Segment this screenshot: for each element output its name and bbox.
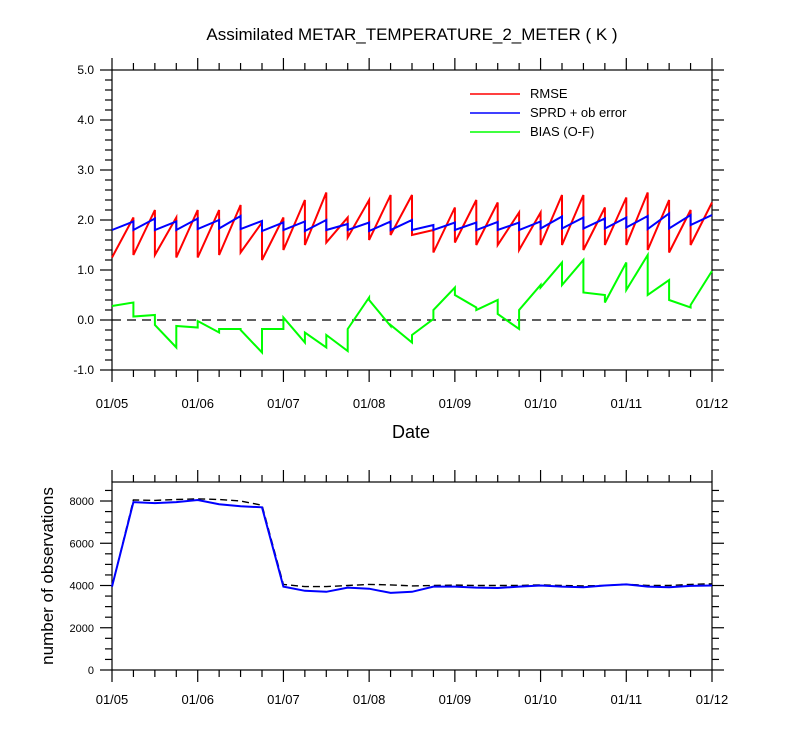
bottom-x-tick-label: 01/05	[96, 692, 129, 707]
top-x-tick-label: 01/11	[610, 396, 642, 411]
legend: RMSE SPRD + ob error BIAS (O-F)	[470, 86, 627, 139]
bottom-series-assimilated-observations	[111, 498, 713, 594]
top-chart-plot: 01/05 01/06 01/07 01/08 01/09 01/10 01/11 01/12…	[73, 58, 728, 411]
bottom-x-tick-label: 01/09	[439, 692, 472, 707]
top-x-tick-label: 01/10	[524, 396, 557, 411]
top-y-tick-label: 0.0	[77, 313, 94, 327]
top-x-tick-label: 01/08	[353, 396, 386, 411]
bottom-plot-frame	[111, 481, 713, 671]
top-y-tick-label: 3.0	[77, 163, 94, 177]
x-axis-label: Date	[392, 422, 430, 442]
bottom-x-tick-label: 01/07	[267, 692, 300, 707]
bottom-y-tick-label: 6000	[70, 538, 94, 550]
legend-sprd-label: SPRD + ob error	[530, 105, 627, 120]
bottom-x-tick-label: 01/06	[181, 692, 214, 707]
top-series-sprd-ob-error	[111, 211, 713, 233]
top-x-tick-label: 01/07	[267, 396, 300, 411]
bottom-y-axis-label: number of observations	[38, 487, 57, 665]
top-series-rmse	[111, 192, 713, 261]
bottom-x-tick-label: 01/08	[353, 692, 386, 707]
bottom-x-tick-label: 01/11	[610, 692, 642, 707]
top-x-tick-label: 01/05	[96, 396, 129, 411]
legend-rmse-label: RMSE	[530, 86, 568, 101]
bottom-y-tick-label: 0	[88, 665, 94, 677]
legend-bias-label: BIAS (O-F)	[530, 124, 594, 139]
top-y-tick-label: 5.0	[77, 63, 94, 77]
top-y-tick-label: 2.0	[77, 213, 94, 227]
bottom-y-tick-label: 4000	[70, 581, 94, 593]
top-x-tick-label: 01/12	[696, 396, 729, 411]
bottom-x-tick-label: 01/10	[524, 692, 557, 707]
top-y-tick-label: 4.0	[77, 113, 94, 127]
bottom-series-possible-observations	[111, 498, 713, 588]
top-x-tick-label: 01/06	[181, 396, 214, 411]
top-x-tick-label: 01/09	[439, 396, 472, 411]
bottom-x-tick-label: 01/12	[696, 692, 729, 707]
bottom-chart-plot: 01/05 01/06 01/07 01/08 01/09 01/10 01/11 01/12…	[70, 470, 729, 707]
chart-title: Assimilated METAR_TEMPERATURE_2_METER ( …	[206, 25, 617, 44]
top-y-tick-label: 1.0	[77, 263, 94, 277]
top-y-tick-label: -1.0	[73, 363, 94, 377]
bottom-y-tick-label: 2000	[70, 623, 94, 635]
bottom-y-tick-label: 8000	[70, 496, 94, 508]
top-series-bias-o-f	[111, 251, 713, 356]
